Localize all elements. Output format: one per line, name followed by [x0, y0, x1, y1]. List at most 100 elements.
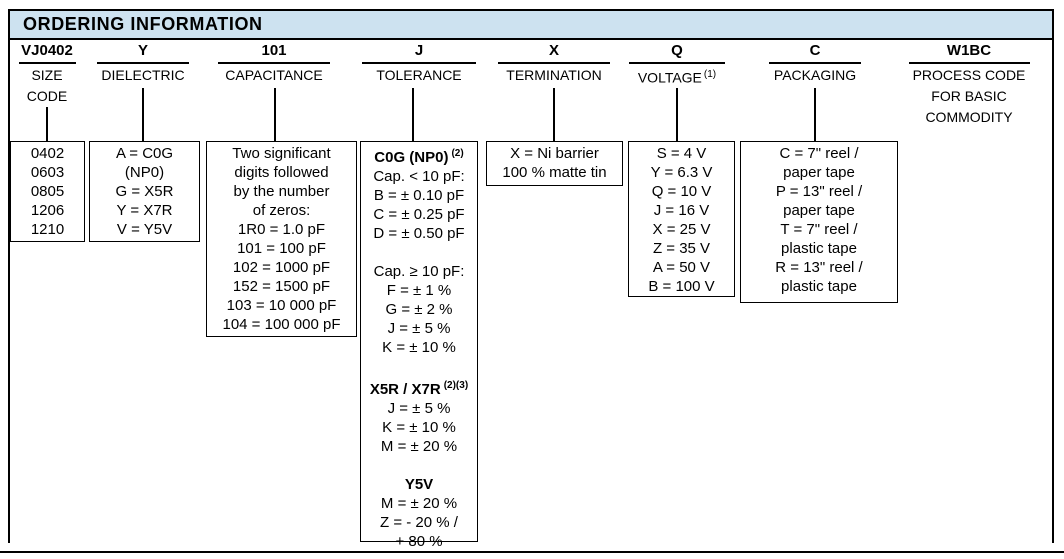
column-label: CODE [26, 88, 68, 104]
box-line: A = 50 V [652, 259, 711, 276]
bottom-rule [0, 551, 1064, 553]
termination-box: X = Ni barrier 100 % matte tin [486, 141, 623, 186]
box-line: T = 7" reel / [780, 221, 858, 238]
box-line: M = ± 20 % [380, 495, 458, 512]
code-value: 101 [261, 42, 287, 59]
box-subheading: C0G (NP0) (2) [361, 144, 477, 167]
code-underline [18, 62, 76, 64]
column-header-tolerance: J TOLERANCE [344, 42, 494, 85]
code-underline [97, 62, 189, 64]
box-line: P = 13" reel / [775, 183, 863, 200]
box-subheading: Y5V [404, 476, 434, 493]
code-value: Q [671, 42, 683, 59]
box-line: F = ± 1 % [386, 282, 452, 299]
box-line: R = 13" reel / [775, 259, 863, 276]
voltage-box: S = 4 V Y = 6.3 V Q = 10 V J = 16 V X = … [628, 141, 735, 297]
outer-frame: ORDERING INFORMATION [8, 9, 1054, 543]
box-line: Two significant [232, 145, 331, 162]
column-label: DIELECTRIC [101, 67, 185, 83]
box-line-spacer [361, 243, 477, 262]
code-underline [498, 62, 610, 64]
box-line: X = Ni barrier [510, 145, 599, 162]
column-header-termination: X TERMINATION [479, 42, 629, 85]
box-line: Z = 35 V [652, 240, 711, 257]
column-header-process-code: W1BC PROCESS CODE FOR BASIC COMMODITY [894, 42, 1044, 127]
box-line-spacer [361, 456, 477, 475]
box-line: 1R0 = 1.0 pF [237, 221, 326, 238]
box-line: J = ± 5 % [387, 320, 451, 337]
code-underline [769, 62, 861, 64]
box-line: Z = - 20 % / [380, 514, 458, 531]
size-code-box: 0402 0603 0805 1206 1210 [10, 141, 85, 242]
code-value: J [414, 42, 424, 59]
box-line: 104 = 100 000 pF [222, 316, 341, 333]
box-line: Cap. ≥ 10 pF: [373, 263, 465, 280]
box-line: B = ± 0.10 pF [373, 187, 465, 204]
box-line: digits followed [234, 164, 329, 181]
box-line: 103 = 10 000 pF [226, 297, 337, 314]
connector-line [553, 88, 555, 141]
box-line: J = 16 V [653, 202, 710, 219]
box-line: Q = 10 V [651, 183, 712, 200]
section-header-bar: ORDERING INFORMATION [10, 11, 1052, 40]
box-line: X = 25 V [652, 221, 711, 238]
box-line: J = ± 5 % [387, 400, 451, 417]
column-label: TOLERANCE [376, 67, 462, 83]
box-line: (NP0) [124, 164, 165, 181]
subheading-text: X5R / X7R [369, 381, 441, 398]
box-line: S = 4 V [656, 145, 707, 162]
box-line: plastic tape [781, 240, 857, 257]
box-line: plastic tape [781, 278, 857, 295]
connector-line [814, 88, 816, 141]
box-line: paper tape [783, 164, 855, 181]
column-header-dielectric: Y DIELECTRIC [68, 42, 218, 85]
capacitance-box: Two significant digits followed by the n… [206, 141, 357, 337]
code-value: VJ0402 [21, 42, 73, 59]
box-line: of zeros: [252, 202, 311, 219]
box-line: 0402 [30, 145, 65, 162]
column-label: VOLTAGE (1) [602, 65, 752, 88]
column-header-voltage: Q VOLTAGE (1) [602, 42, 752, 88]
dielectric-box: A = C0G (NP0) G = X5R Y = X7R V = Y5V [89, 141, 200, 242]
column-header-size-code: VJ0402 SIZE CODE [0, 42, 122, 106]
code-underline [908, 62, 1030, 64]
box-line: 100 % matte tin [502, 164, 607, 181]
box-line: V = Y5V [116, 221, 173, 238]
footnote-marker: (2) [451, 148, 464, 159]
connector-line [274, 88, 276, 141]
code-underline [218, 62, 330, 64]
connector-line [412, 88, 414, 141]
box-line: 0603 [30, 164, 65, 181]
column-header-packaging: C PACKAGING [740, 42, 890, 85]
packaging-box: C = 7" reel / paper tape P = 13" reel / … [740, 141, 898, 303]
code-value: C [809, 42, 821, 59]
column-label: PACKAGING [773, 67, 857, 83]
column-header-capacitance: 101 CAPACITANCE [199, 42, 349, 85]
box-line: Cap. < 10 pF: [373, 168, 465, 185]
code-underline [629, 62, 725, 64]
box-line: paper tape [783, 202, 855, 219]
code-value: W1BC [946, 42, 992, 59]
column-label: FOR BASIC [931, 88, 1007, 104]
box-line: 101 = 100 pF [237, 240, 326, 257]
code-value: Y [137, 42, 148, 59]
column-label: COMMODITY [925, 109, 1013, 125]
box-line: C = ± 0.25 pF [373, 206, 465, 223]
box-line: B = 100 V [648, 278, 715, 295]
box-line: 102 = 1000 pF [232, 259, 331, 276]
code-underline [362, 62, 476, 64]
box-subheading: X5R / X7R (2)(3) [361, 376, 477, 399]
column-label: PROCESS CODE [912, 67, 1026, 83]
box-line: D = ± 0.50 pF [373, 225, 465, 242]
column-label-text: VOLTAGE [637, 69, 702, 86]
subheading-text: C0G (NP0) [374, 149, 449, 166]
column-label: SIZE [31, 67, 63, 83]
section-title: ORDERING INFORMATION [23, 14, 263, 34]
box-line: 0805 [30, 183, 65, 200]
column-label: TERMINATION [506, 67, 602, 83]
box-line: 1210 [30, 221, 65, 238]
box-line: A = C0G [115, 145, 174, 162]
code-value: X [548, 42, 559, 59]
column-label: CAPACITANCE [225, 67, 323, 83]
